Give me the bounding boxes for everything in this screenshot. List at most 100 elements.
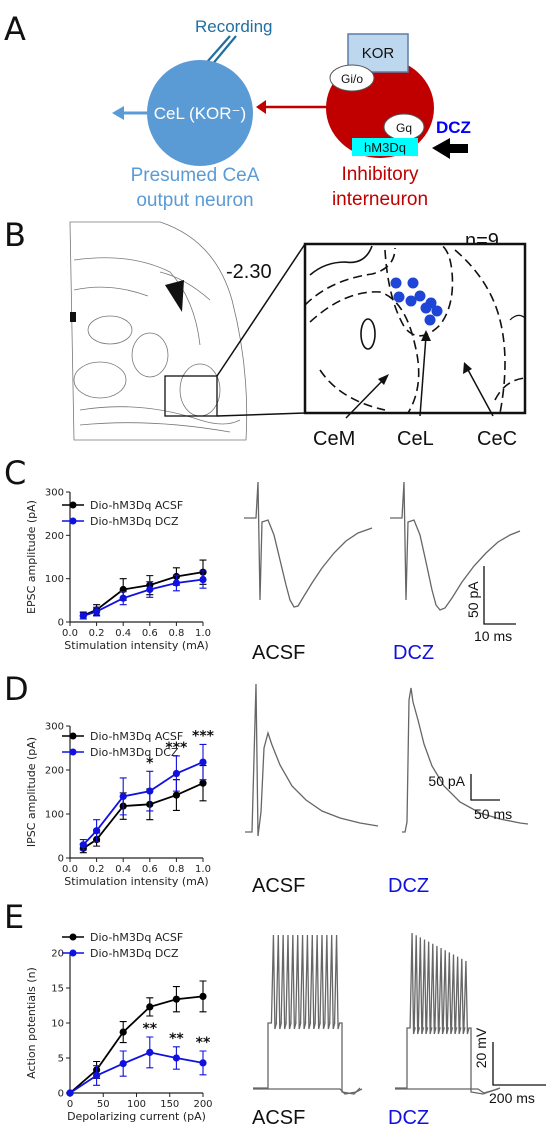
chart-e-ytick-label: 5: [58, 1054, 64, 1065]
brain-contour-3: [159, 271, 211, 301]
chart-e-xtick-label: 200: [193, 1099, 212, 1110]
ipsc-dcz-label: DCZ: [388, 875, 429, 897]
cell-dot: [420, 302, 432, 314]
chart-d-xtick-label: 1.0: [195, 864, 211, 875]
chart-e-data-point: [66, 1089, 74, 1097]
chart-d-ylabel: IPSC amplitude (pA): [25, 737, 38, 847]
ap-acsf-label: ACSF: [252, 1107, 305, 1129]
zoom-line-bottom: [216, 412, 306, 417]
panel-b-label: B: [4, 216, 26, 254]
panel-c: C 0 100 200 300 0.0 0.2 0.4 0.6 0.8 1.0Stimulatio…: [4, 454, 521, 664]
panel-a: A Recording CeL (KOR⁻) Presumed CeA outp…: [4, 10, 471, 211]
chart-d-xlabel: Stimulation intensity (mA): [64, 875, 208, 888]
chart-e-ytick-label: 15: [51, 984, 64, 995]
cem-boundary: [309, 291, 420, 414]
ap-dcz-label: DCZ: [388, 1107, 429, 1129]
brain-contour-2: [73, 286, 149, 297]
chart-d-data-point: [119, 792, 127, 801]
brain-ventricle: [165, 280, 184, 312]
chart-c-data-point: [146, 585, 154, 594]
chart-e-ylabel: Action potentials (n): [25, 967, 38, 1079]
cem-label: CeM: [313, 428, 355, 450]
cell-dot: [390, 277, 402, 289]
chart-e-xlabel: Depolarizing current (pA): [67, 1110, 206, 1123]
output-arrow-head: [112, 106, 124, 120]
chart-d-data-point: [199, 779, 207, 787]
chart-d-xtick-label: 0.0: [62, 864, 78, 875]
chart-d-significance: *: [146, 755, 154, 771]
cell-dot: [393, 291, 405, 303]
chart-e-legend-label: Dio-hM3Dq ACSF: [90, 931, 183, 944]
chart-d-legend-marker: [69, 732, 77, 740]
ap-trace-acsf: [253, 934, 361, 1095]
kor-label: KOR: [362, 45, 395, 62]
epsc-dcz-label: DCZ: [393, 642, 434, 664]
gq-label: Gq: [396, 121, 412, 135]
cel-boundary: [384, 243, 454, 337]
ap-scale-bar: [492, 1042, 546, 1086]
cell-dot: [414, 290, 426, 302]
chart-d-data-point: [79, 841, 87, 849]
panel-e-label: E: [4, 898, 24, 936]
bregma-label: -2.30: [226, 261, 272, 283]
ap-baseline-dcz: [395, 1088, 499, 1094]
brain-contour-6: [73, 361, 127, 399]
chart-c-xtick-label: 0.6: [142, 628, 158, 639]
chart-e-data-point: [172, 1054, 180, 1062]
chart-e-data-point: [172, 995, 180, 1003]
chart-d-ytick-label: 0: [58, 854, 64, 865]
cel-neuron-label: CeL (KOR⁻): [154, 104, 246, 123]
chart-c-xtick-label: 0.0: [62, 628, 78, 639]
cel-pointer-head: [421, 330, 431, 341]
recording-label: Recording: [195, 17, 273, 36]
ap-trace-dcz: [395, 933, 501, 1095]
brain-contour-1: [73, 257, 201, 346]
chart-e-xtick-label: 0: [67, 1099, 73, 1110]
ipsc-chart: 0 100 200 300 0.0 0.2 0.4 0.6 0.8 1.0Stimulation …: [25, 722, 215, 889]
chart-c-ytick-label: 0: [58, 618, 64, 629]
brain-section-outline: [69, 221, 248, 441]
brain-contour-9: [79, 422, 231, 433]
chart-d-data-point: [199, 758, 207, 766]
cec-label: CeC: [477, 428, 517, 450]
chart-c-data-point: [199, 575, 207, 584]
chart-d-xtick-label: 0.4: [115, 864, 131, 875]
chart-d-data-point: [172, 769, 180, 778]
chart-e-xtick-label: 50: [97, 1099, 110, 1110]
chart-e-significance: **: [142, 1021, 157, 1037]
cem-pointer: [345, 377, 386, 419]
right-mark: [509, 314, 526, 321]
chart-c-xtick-label: 0.2: [89, 628, 105, 639]
chart-e-legend-marker: [69, 949, 77, 957]
cel-pointer: [419, 335, 427, 417]
chart-d-data-point: [93, 827, 101, 835]
chart-e-legend-marker: [69, 933, 77, 941]
chart-d-data-point: [172, 791, 180, 799]
panel-d: D 0 100 200 300 0.0 0.2 0.4 0.6 0.8 1.0Stimulatio…: [4, 670, 529, 897]
cec-boundary: [454, 249, 506, 414]
chart-c-data-point: [172, 579, 180, 587]
chart-c-data-point: [93, 608, 101, 616]
cec-pointer-head: [463, 362, 472, 374]
chart-d-legend-label: Dio-hM3Dq ACSF: [90, 730, 183, 743]
recorded-cell-dots: [390, 277, 443, 326]
chart-c-legend-marker: [69, 517, 77, 525]
chart-c-legend-label: Dio-hM3Dq DCZ: [90, 515, 179, 528]
chart-c-xlabel: Stimulation intensity (mA): [64, 639, 208, 652]
dcz-label: DCZ: [436, 118, 471, 137]
panel-a-label: A: [4, 10, 26, 48]
brain-contour-4: [87, 315, 133, 345]
ap-baseline-acsf: [253, 1088, 363, 1095]
cel-neuron-body: [147, 60, 253, 166]
chart-d-significance: ***: [165, 740, 188, 756]
chart-e-ytick-label: 0: [58, 1089, 64, 1100]
cea-boundary-1: [304, 247, 396, 306]
ipsc-scale-bar: [470, 774, 500, 801]
cell-dot: [424, 314, 436, 326]
chart-c-xtick-label: 1.0: [195, 628, 211, 639]
chart-c-data-point: [79, 612, 87, 620]
cell-dot: [405, 295, 417, 307]
